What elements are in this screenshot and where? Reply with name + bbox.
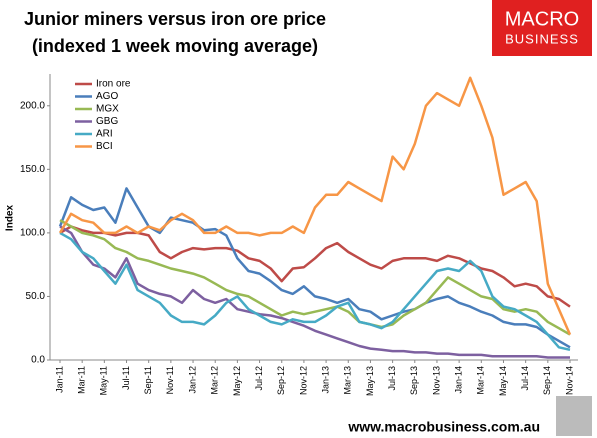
y-tick-label: 0.0 (31, 355, 45, 366)
series-line (59, 219, 571, 336)
chart-subtitle: (indexed 1 week moving average) (32, 36, 318, 56)
series-line (59, 231, 571, 352)
chart-title: Junior miners versus iron ore price (24, 9, 326, 29)
x-tick-label: Jul-13 (387, 366, 397, 391)
x-tick-label: Sep-13 (409, 366, 419, 395)
x-tick-label: Jul-12 (254, 366, 264, 391)
footer: www.macrobusiness.com.au (347, 419, 540, 435)
x-tick-label: Mar-14 (476, 366, 486, 395)
legend-label: Iron ore (96, 79, 131, 90)
y-tick-label: 50.0 (26, 291, 46, 302)
x-tick-label: May-12 (232, 366, 242, 396)
x-tick-label: Nov-13 (431, 366, 441, 395)
logo-text: MACRO (505, 8, 579, 30)
legend-label: ARI (96, 129, 113, 140)
x-tick-label: May-13 (365, 366, 375, 396)
x-tick-label: Mar-12 (210, 366, 220, 395)
x-tick-label: Jan-11 (54, 366, 64, 393)
x-tick-label: Jul-11 (121, 366, 131, 390)
legend-label: GBG (96, 116, 118, 127)
y-axis-label: Index (5, 205, 16, 232)
x-tick-label: Mar-13 (343, 366, 353, 395)
x-tick-label: Nov-14 (564, 366, 574, 395)
logo-box (492, 0, 592, 56)
y-tick-label: 200.0 (20, 100, 45, 111)
x-tick-label: Nov-12 (298, 366, 308, 395)
y-tick-label: 150.0 (20, 164, 45, 175)
x-tick-label: Jan-13 (320, 366, 330, 394)
logo-image (556, 396, 592, 436)
logo-text: BUSINESS (505, 31, 579, 46)
x-tick-label: May-11 (99, 366, 109, 395)
x-tick-label: Jan-12 (187, 366, 197, 394)
series-line (58, 76, 572, 336)
x-tick-label: Sep-14 (542, 366, 552, 395)
series-line (58, 187, 571, 349)
y-tick-label: 100.0 (20, 228, 45, 239)
legend-label: MGX (96, 104, 119, 115)
series-line (59, 225, 571, 308)
x-tick-label: May-14 (498, 366, 508, 396)
legend-label: AGO (96, 91, 118, 102)
legend-label: BCI (96, 141, 113, 152)
x-tick-label: Jul-14 (520, 366, 530, 391)
series-line (59, 225, 570, 359)
x-tick-label: Sep-11 (143, 366, 153, 394)
x-tick-label: Sep-12 (276, 366, 286, 395)
x-tick-label: Jan-14 (454, 366, 464, 394)
x-tick-label: Mar-11 (77, 366, 87, 394)
x-tick-label: Nov-11 (165, 366, 175, 394)
